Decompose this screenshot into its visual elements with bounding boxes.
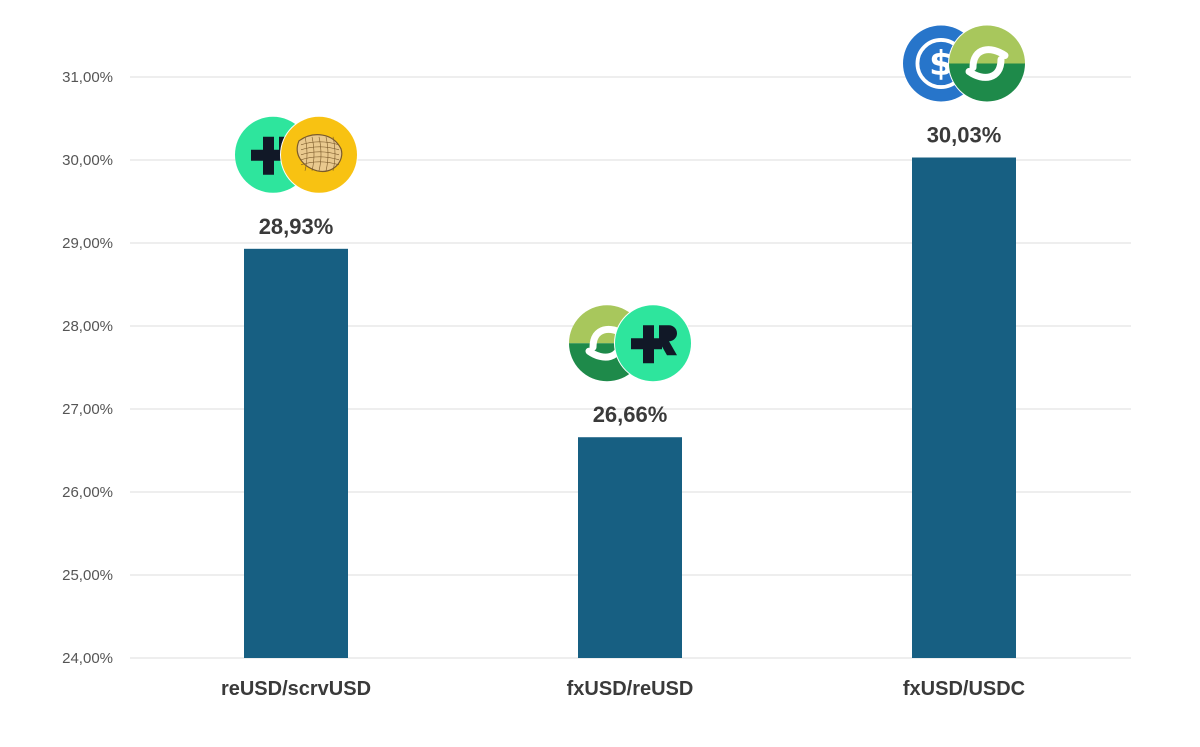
x-tick-label: fxUSD/USDC bbox=[903, 678, 1025, 700]
y-tick-label: 25,00% bbox=[62, 567, 113, 584]
bar-3 bbox=[912, 157, 1016, 658]
token-icons: $ bbox=[235, 24, 1026, 383]
bar-1 bbox=[244, 248, 348, 658]
bar-2 bbox=[578, 437, 682, 658]
x-tick-label: reUSD/scrvUSD bbox=[221, 678, 371, 700]
data-label: 30,03% bbox=[927, 123, 1002, 148]
y-tick-label: 30,00% bbox=[62, 152, 113, 169]
y-tick-label: 27,00% bbox=[62, 401, 113, 418]
x-tick-label: fxUSD/reUSD bbox=[567, 678, 694, 700]
y-tick-label: 24,00% bbox=[62, 650, 113, 667]
fxusd-token-icon bbox=[948, 24, 1026, 103]
data-label: 28,93% bbox=[259, 214, 334, 239]
data-label: 26,66% bbox=[593, 402, 668, 427]
bars bbox=[244, 157, 1016, 658]
svg-text:$: $ bbox=[929, 44, 953, 84]
y-tick-label: 28,00% bbox=[62, 318, 113, 335]
reusd-token-icon bbox=[614, 304, 692, 383]
y-tick-label: 31,00% bbox=[62, 69, 113, 86]
x-axis: reUSD/scrvUSD fxUSD/reUSD fxUSD/USDC bbox=[221, 678, 1025, 700]
y-axis: 24,00% 25,00% 26,00% 27,00% 28,00% 29,00% 30,0… bbox=[62, 69, 113, 667]
y-tick-label: 29,00% bbox=[62, 235, 113, 252]
data-labels: 28,93% 26,66% 30,03% bbox=[259, 123, 1002, 428]
y-tick-label: 26,00% bbox=[62, 484, 113, 501]
scrvusd-token-icon bbox=[280, 115, 358, 194]
